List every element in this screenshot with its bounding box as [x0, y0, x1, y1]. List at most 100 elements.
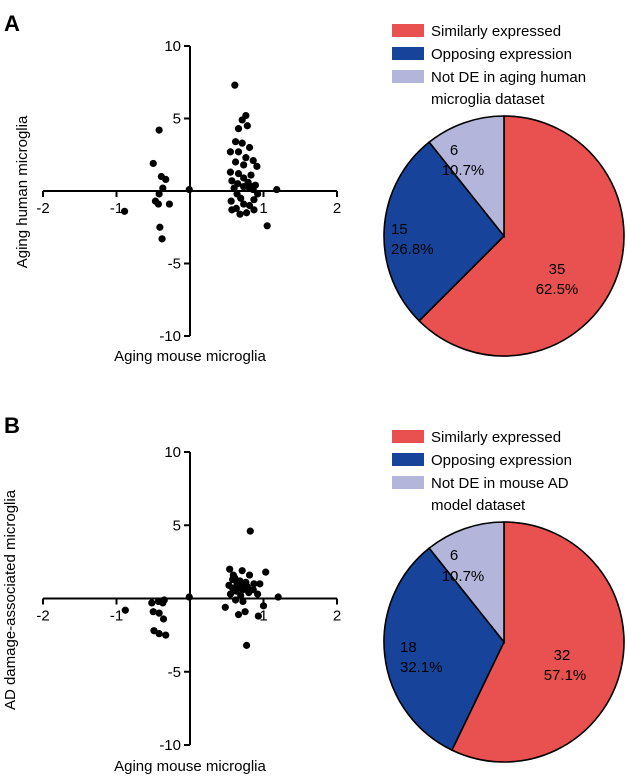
panel-b-data-point	[254, 590, 262, 598]
panel-a-y-tick-label: -10	[159, 328, 181, 345]
panel-a-data-point	[149, 159, 157, 168]
panel-a-data-point	[120, 207, 129, 215]
panel-a-data-point	[238, 116, 246, 124]
panel-b-y-axis-label: AD damage-associated microglia	[2, 489, 19, 710]
panel-a-data-point	[247, 171, 255, 179]
panel-b-y-tick-label: -10	[159, 737, 181, 754]
panel-b-x-tick-label: -2	[36, 608, 49, 625]
slice-label-opposing-count: 15	[391, 221, 408, 238]
legend-label-not-de-line2: model dataset	[431, 497, 526, 514]
panel-b-data-point	[240, 581, 248, 589]
panel-a-data-point	[254, 190, 262, 198]
legend-swatch-opposing	[392, 453, 424, 466]
panel-a-data-point	[231, 81, 239, 89]
panel-a-data-point	[228, 177, 236, 185]
panel-b-pie-slice-opposing	[383, 547, 505, 752]
slice-label-not-de-pct: 10.7%	[442, 162, 485, 179]
panel-b-data-point	[242, 641, 251, 649]
panel-a-pie-legend: Similarly expressed Opposing expression …	[392, 23, 586, 108]
panel-b-pie-chart: 32 57.1% 18 32.1% 6 10.7%	[383, 521, 625, 763]
panel-b-x-tick-label: 1	[259, 608, 267, 625]
slice-label-not-de-pct: 10.7%	[442, 568, 485, 585]
panel-a-data-point	[249, 156, 257, 165]
panel-a-y-tick-label: 10	[164, 38, 181, 55]
panel-b-data-point	[155, 609, 163, 617]
panel-b-scatter-plot: Aging mouse microglia AD damage-associat…	[2, 444, 341, 775]
panel-a-data-point	[231, 138, 240, 146]
panel-b-data-point	[234, 611, 243, 619]
legend-swatch-similar	[392, 24, 424, 37]
panel-a-data-point	[240, 174, 248, 182]
legend-swatch-not-de	[392, 476, 424, 489]
panel-b-data-point	[226, 590, 235, 598]
panel-a-data-point	[185, 185, 193, 194]
panel-b-data-point	[148, 599, 156, 607]
panel-a-data-point	[234, 148, 243, 156]
slice-label-not-de-count: 6	[450, 142, 458, 159]
panel-a-data-point	[240, 200, 248, 208]
slice-label-opposing-count: 18	[400, 639, 417, 656]
panel-b-data-point	[245, 589, 253, 597]
panel-b-data-point	[262, 568, 270, 576]
panel-b-data-point	[232, 587, 240, 595]
panel-a-data-point	[165, 200, 174, 208]
panel-a-data-point	[234, 125, 243, 133]
panel-b-data-point	[162, 631, 170, 639]
legend-swatch-similar	[392, 430, 424, 443]
panel-a: A Aging mouse microglia Aging human micr…	[4, 11, 625, 365]
panel-a-y-tick-label: 5	[173, 111, 181, 128]
panel-a-data-point	[155, 126, 163, 134]
panel-a-data-point	[162, 175, 170, 183]
panel-a-pie-slice-opposing	[383, 141, 506, 322]
panel-a-x-tick-label: 2	[333, 200, 341, 217]
panel-a-x-tick-label: -2	[36, 200, 49, 217]
panel-a-data-point	[231, 158, 240, 166]
panel-b-letter: B	[4, 413, 20, 438]
panel-a-data-point	[236, 210, 244, 218]
slice-label-not-de-count: 6	[450, 547, 458, 564]
panel-a-data-point	[234, 170, 243, 178]
panel-b-x-tick-label: 2	[333, 608, 341, 625]
panel-b-data-point	[254, 612, 262, 620]
panel-b-data-point	[245, 571, 254, 579]
panel-a-data-point	[263, 222, 271, 230]
panel-b-data-point	[239, 597, 247, 606]
panel-a-data-point	[154, 200, 162, 208]
panel-a-data-point	[155, 190, 163, 198]
panel-a-data-point	[242, 209, 251, 217]
panel-a-data-point	[237, 194, 245, 202]
panel-a-data-point	[243, 122, 251, 130]
slice-label-similar-pct: 62.5%	[536, 281, 579, 298]
legend-label-similar: Similarly expressed	[431, 23, 561, 40]
panel-a-data-point	[245, 143, 254, 152]
panel-a-letter: A	[4, 11, 20, 36]
panel-a-pie-chart: 35 62.5% 15 26.8% 6 10.7%	[383, 115, 625, 357]
panel-b-y-tick-label: 10	[164, 444, 181, 461]
panel-b-data-point	[259, 602, 268, 610]
legend-swatch-opposing	[392, 47, 424, 60]
panel-b-data-point	[155, 630, 163, 638]
panel-b-data-point	[221, 603, 229, 611]
panel-b-pie-slice-similar	[450, 521, 625, 763]
panel-a-data-point	[253, 162, 261, 170]
panel-b-data-point	[226, 565, 234, 573]
panel-b-data-point	[159, 599, 167, 607]
panel-a-x-tick-label: 1	[259, 200, 267, 217]
legend-label-not-de: Not DE in aging human	[431, 69, 586, 86]
panel-a-y-tick-label: -5	[168, 256, 181, 273]
panel-a-data-point	[249, 185, 257, 194]
panel-b-x-axis-label: Aging mouse microglia	[114, 758, 266, 775]
legend-label-opposing: Opposing expression	[431, 46, 572, 63]
panel-b-data-point	[256, 580, 264, 588]
slice-label-opposing-pct: 26.8%	[391, 241, 434, 258]
panel-a-data-point	[273, 185, 281, 194]
panel-a-y-axis-label: Aging human microglia	[14, 115, 31, 268]
panel-a-x-tick-label: -1	[110, 200, 123, 217]
slice-label-similar-count: 32	[554, 647, 571, 664]
panel-a-pie-slice-not-de	[428, 115, 505, 239]
panel-b-data-point	[185, 593, 193, 601]
panel-a-pie-slice-similar	[418, 115, 625, 357]
panel-b-data-point	[121, 606, 129, 614]
legend-label-not-de: Not DE in mouse AD	[431, 475, 569, 492]
